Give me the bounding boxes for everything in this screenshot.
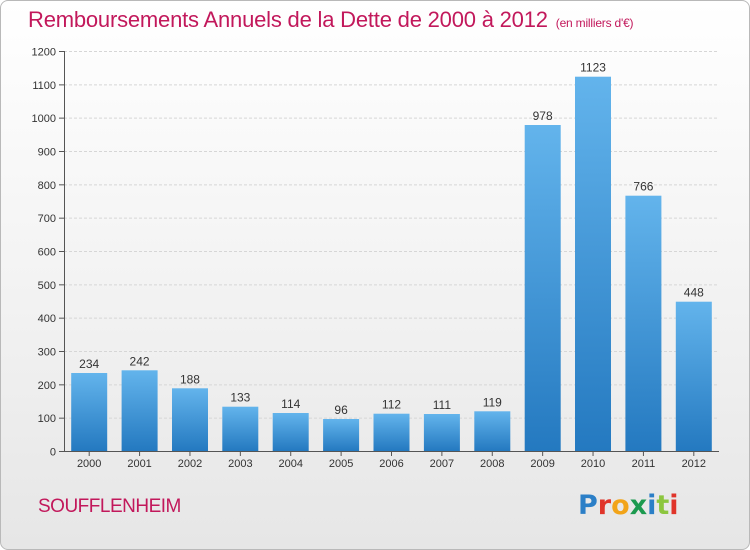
grid-layer <box>64 51 719 419</box>
y-tick-label: 500 <box>38 280 56 292</box>
y-tick-label: 1200 <box>32 47 56 59</box>
chart-title: Remboursements Annuels de la Dette de 20… <box>28 7 634 33</box>
bar-2004 <box>272 413 309 451</box>
data-label: 766 <box>633 180 653 194</box>
logo-letter: x <box>629 490 648 521</box>
x-tick-label: 2009 <box>530 458 554 470</box>
logo-letter: P <box>578 490 598 521</box>
bar-2007 <box>423 414 460 451</box>
x-tick-label: 2006 <box>379 458 403 470</box>
bar-2008 <box>474 411 511 451</box>
data-label: 119 <box>483 395 502 409</box>
x-tick-label: 2001 <box>127 458 151 470</box>
bar-2012 <box>675 301 712 451</box>
x-tick-label: 2002 <box>178 458 202 470</box>
x-tick-label: 2012 <box>682 458 706 470</box>
logo-letter: r <box>597 490 612 521</box>
bar-2002 <box>172 388 208 451</box>
bar-2009 <box>524 125 561 451</box>
data-label: 1123 <box>580 61 606 75</box>
y-tick-label: 900 <box>38 147 56 159</box>
y-tick-label: 300 <box>38 347 56 359</box>
bar-2003 <box>222 406 259 451</box>
bar-2005 <box>323 419 360 451</box>
commune-name: SOUFFLENHEIM <box>38 496 181 517</box>
data-label: 112 <box>382 398 401 412</box>
data-label: 188 <box>180 372 200 386</box>
data-label: 978 <box>533 109 553 123</box>
y-tick-label: 1100 <box>32 80 56 92</box>
logo-letter: o <box>611 490 630 521</box>
logo-letter: i <box>647 490 657 521</box>
y-tick-label: 700 <box>38 213 56 225</box>
x-tick-label: 2000 <box>77 458 101 470</box>
bar-2006 <box>373 413 410 451</box>
data-label: 114 <box>281 397 300 411</box>
data-label: 133 <box>230 391 250 405</box>
y-tick-label: 0 <box>50 447 56 459</box>
proxiti-logo[interactable]: Proxiti <box>578 490 679 521</box>
data-label: 111 <box>433 398 452 412</box>
label-layer: 234 2000 242 2001 188 2002 133 2003 114 2004 96 200… <box>77 61 706 470</box>
data-label: 448 <box>684 286 704 300</box>
data-label: 234 <box>79 357 99 371</box>
x-tick-label: 2007 <box>430 458 454 470</box>
x-tick-label: 2008 <box>480 458 504 470</box>
axis-layer: 0 100 200 300 400 500 600 700 800 900 1000 1100 1200 <box>32 47 719 459</box>
chart-title-text: Remboursements Annuels de la Dette de 20… <box>28 7 548 32</box>
logo-letter: i <box>669 490 679 521</box>
y-tick-label: 1000 <box>32 113 56 125</box>
y-tick-label: 600 <box>38 247 56 259</box>
x-tick-label: 2003 <box>228 458 252 470</box>
bar-2001 <box>121 370 158 451</box>
data-label: 96 <box>334 403 348 417</box>
y-tick-label: 400 <box>38 313 56 325</box>
chart-unit: (en milliers d'€) <box>555 16 634 30</box>
x-tick-label: 2004 <box>278 458 302 470</box>
y-tick-label: 200 <box>38 380 56 392</box>
bar-layer <box>71 76 712 451</box>
bar-2010 <box>575 76 611 451</box>
y-tick-label: 800 <box>38 180 56 192</box>
x-tick-label: 2010 <box>581 458 605 470</box>
x-tick-label: 2011 <box>632 458 656 470</box>
data-label: 242 <box>130 354 150 368</box>
logo-letter: t <box>656 490 670 521</box>
x-tick-label: 2005 <box>329 458 353 470</box>
bar-2011 <box>625 195 662 451</box>
y-tick-label: 100 <box>38 413 56 425</box>
bar-2000 <box>71 373 108 451</box>
